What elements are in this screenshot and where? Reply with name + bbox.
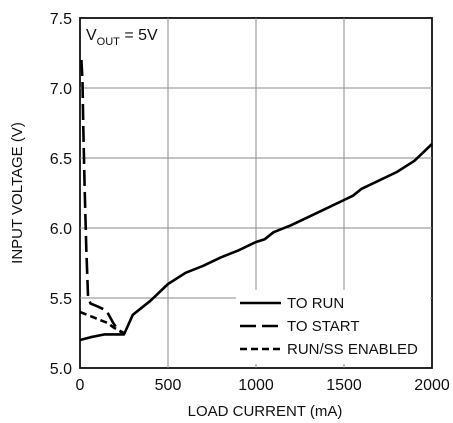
y-tick-label: 7.5 bbox=[50, 11, 72, 28]
y-tick-label: 6.0 bbox=[50, 221, 72, 238]
x-tick-label: 1500 bbox=[326, 377, 362, 394]
x-tick-label: 1000 bbox=[238, 377, 274, 394]
y-axis-label: INPUT VOLTAGE (V) bbox=[9, 122, 26, 264]
x-tick-label: 2000 bbox=[414, 377, 450, 394]
x-tick-label: 500 bbox=[155, 377, 182, 394]
series-lines bbox=[79, 59, 433, 342]
legend-label-3: RUN/SS ENABLED bbox=[287, 341, 418, 358]
y-tick-label: 5.5 bbox=[50, 291, 72, 308]
legend: TO RUN TO START RUN/SS ENABLED bbox=[240, 295, 418, 358]
series-line-3 bbox=[79, 310, 125, 335]
vout-annotation: VOUT = 5V bbox=[86, 27, 158, 48]
legend-label-2: TO START bbox=[287, 318, 360, 335]
x-axis-label: LOAD CURRENT (mA) bbox=[188, 403, 343, 420]
x-tick-label: 0 bbox=[76, 377, 85, 394]
y-tick-label: 6.5 bbox=[50, 151, 72, 168]
legend-label-1: TO RUN bbox=[287, 295, 344, 312]
y-tick-label: 5.0 bbox=[50, 361, 72, 378]
tick-labels: 0 500 1000 1500 2000 5.0 5.5 6.0 6.5 7.0 7.5 bbox=[50, 11, 450, 394]
series-line-2 bbox=[80, 59, 126, 336]
y-tick-label: 7.0 bbox=[50, 81, 72, 98]
